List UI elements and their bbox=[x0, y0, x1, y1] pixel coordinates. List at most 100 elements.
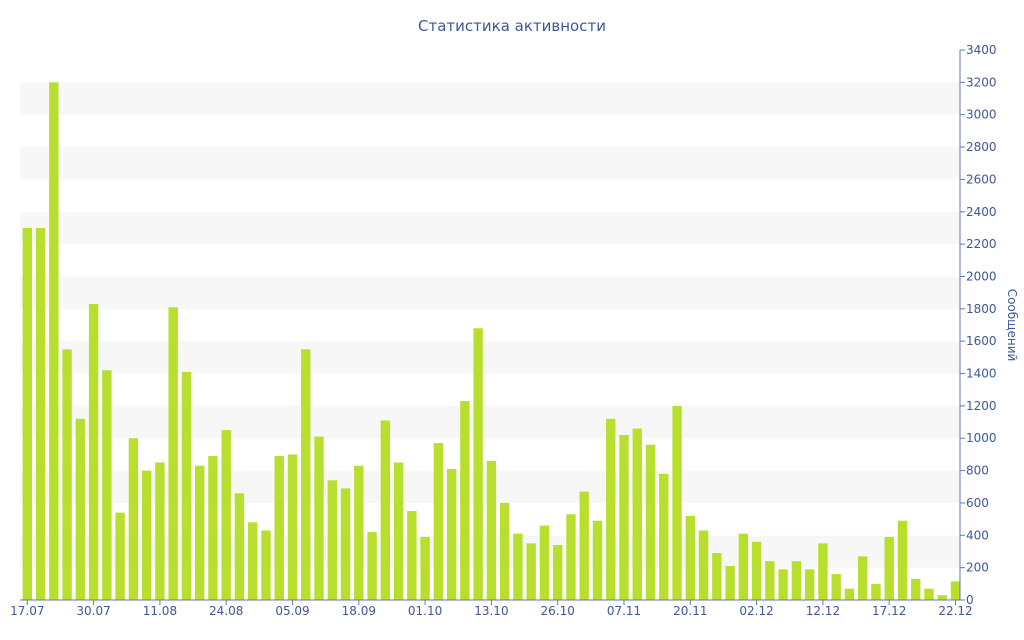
x-tick-label: 01.10 bbox=[408, 604, 442, 618]
bar[interactable] bbox=[128, 438, 139, 600]
bar[interactable] bbox=[62, 349, 72, 600]
bar[interactable] bbox=[486, 460, 497, 600]
bar[interactable] bbox=[168, 307, 178, 600]
bar[interactable] bbox=[194, 465, 205, 600]
bar[interactable] bbox=[499, 502, 510, 600]
y-tick-label: 600 bbox=[966, 496, 989, 510]
bar[interactable] bbox=[354, 465, 364, 600]
bar[interactable] bbox=[897, 520, 908, 600]
bar[interactable] bbox=[393, 462, 404, 601]
grid-band bbox=[20, 405, 960, 439]
y-tick-label: 1800 bbox=[966, 302, 997, 316]
bar[interactable] bbox=[871, 583, 881, 600]
bar[interactable] bbox=[685, 515, 695, 600]
x-tick-label: 22.12 bbox=[938, 604, 972, 618]
bar[interactable] bbox=[738, 533, 749, 600]
bar[interactable] bbox=[592, 520, 603, 600]
bar[interactable] bbox=[234, 493, 245, 600]
x-tick-label: 13.10 bbox=[474, 604, 508, 618]
bar[interactable] bbox=[924, 588, 934, 600]
x-tick-label: 17.12 bbox=[872, 604, 906, 618]
bar[interactable] bbox=[102, 370, 112, 600]
bar[interactable] bbox=[765, 561, 775, 600]
bar[interactable] bbox=[950, 581, 961, 600]
bar[interactable] bbox=[407, 511, 417, 600]
bar[interactable] bbox=[791, 561, 802, 600]
bar[interactable] bbox=[857, 556, 868, 600]
bar[interactable] bbox=[155, 462, 165, 601]
bar[interactable] bbox=[181, 371, 192, 600]
bar[interactable] bbox=[698, 530, 709, 600]
bar[interactable] bbox=[645, 444, 656, 600]
bar[interactable] bbox=[274, 456, 284, 600]
x-tick-label: 24.08 bbox=[209, 604, 243, 618]
bar[interactable] bbox=[115, 512, 125, 600]
grid-band bbox=[20, 276, 960, 309]
bar[interactable] bbox=[725, 566, 735, 600]
bar[interactable] bbox=[659, 473, 669, 600]
bar[interactable] bbox=[35, 227, 46, 600]
bar[interactable] bbox=[141, 470, 152, 600]
bar[interactable] bbox=[88, 303, 99, 600]
bar[interactable] bbox=[844, 588, 855, 600]
y-tick-label: 1600 bbox=[966, 334, 997, 348]
bar[interactable] bbox=[380, 420, 391, 600]
bar[interactable] bbox=[606, 418, 616, 600]
bar[interactable] bbox=[632, 428, 642, 600]
bar[interactable] bbox=[367, 532, 377, 600]
bar[interactable] bbox=[221, 430, 231, 600]
bar[interactable] bbox=[513, 533, 523, 600]
y-tick-label: 200 bbox=[966, 561, 989, 575]
bar[interactable] bbox=[301, 349, 311, 600]
bar[interactable] bbox=[460, 401, 470, 600]
y-tick-label: 1200 bbox=[966, 399, 997, 413]
grid-band bbox=[20, 82, 960, 115]
bar[interactable] bbox=[49, 82, 59, 601]
y-tick-label: 3200 bbox=[966, 75, 997, 89]
bar[interactable] bbox=[619, 435, 629, 600]
bar[interactable] bbox=[539, 525, 550, 600]
y-tick-label: 0 bbox=[966, 593, 974, 607]
bar[interactable] bbox=[831, 574, 841, 600]
x-tick-label: 17.07 bbox=[10, 604, 44, 618]
bar[interactable] bbox=[208, 456, 218, 600]
bar[interactable] bbox=[446, 468, 457, 600]
bar[interactable] bbox=[672, 405, 682, 600]
bar-series bbox=[22, 82, 961, 601]
x-tick-label: 02.12 bbox=[739, 604, 773, 618]
bar[interactable] bbox=[751, 541, 762, 600]
y-tick-label: 800 bbox=[966, 464, 989, 478]
x-tick-label: 30.07 bbox=[76, 604, 110, 618]
bar[interactable] bbox=[804, 569, 815, 600]
bar[interactable] bbox=[937, 595, 947, 600]
bar[interactable] bbox=[340, 488, 351, 600]
bar[interactable] bbox=[261, 530, 271, 600]
bar[interactable] bbox=[473, 328, 483, 600]
y-tick-label: 1400 bbox=[966, 367, 997, 381]
x-tick-label: 05.09 bbox=[275, 604, 309, 618]
bar[interactable] bbox=[248, 522, 258, 600]
y-tick-label: 2400 bbox=[966, 205, 997, 219]
bar[interactable] bbox=[566, 514, 576, 600]
bar[interactable] bbox=[911, 578, 921, 600]
bar[interactable] bbox=[287, 454, 298, 600]
bar[interactable] bbox=[818, 543, 828, 600]
y-tick-label: 2600 bbox=[966, 172, 997, 186]
bar[interactable] bbox=[553, 545, 563, 600]
bar[interactable] bbox=[420, 536, 430, 600]
bar[interactable] bbox=[579, 491, 589, 600]
x-tick-label: 26.10 bbox=[541, 604, 575, 618]
grid-bands bbox=[20, 82, 960, 568]
y-tick-label: 400 bbox=[966, 528, 989, 542]
bar[interactable] bbox=[327, 480, 337, 600]
bar[interactable] bbox=[75, 418, 86, 600]
bar[interactable] bbox=[314, 436, 324, 600]
bar[interactable] bbox=[433, 443, 444, 600]
x-axis-ticks: 17.07 30.07 11.08 24.08 05.09 18.09 01.10 13.10… bbox=[10, 600, 973, 618]
bar[interactable] bbox=[22, 227, 32, 600]
bar[interactable] bbox=[526, 543, 536, 600]
bar[interactable] bbox=[778, 569, 788, 600]
bar[interactable] bbox=[884, 536, 894, 600]
bar[interactable] bbox=[712, 553, 722, 600]
